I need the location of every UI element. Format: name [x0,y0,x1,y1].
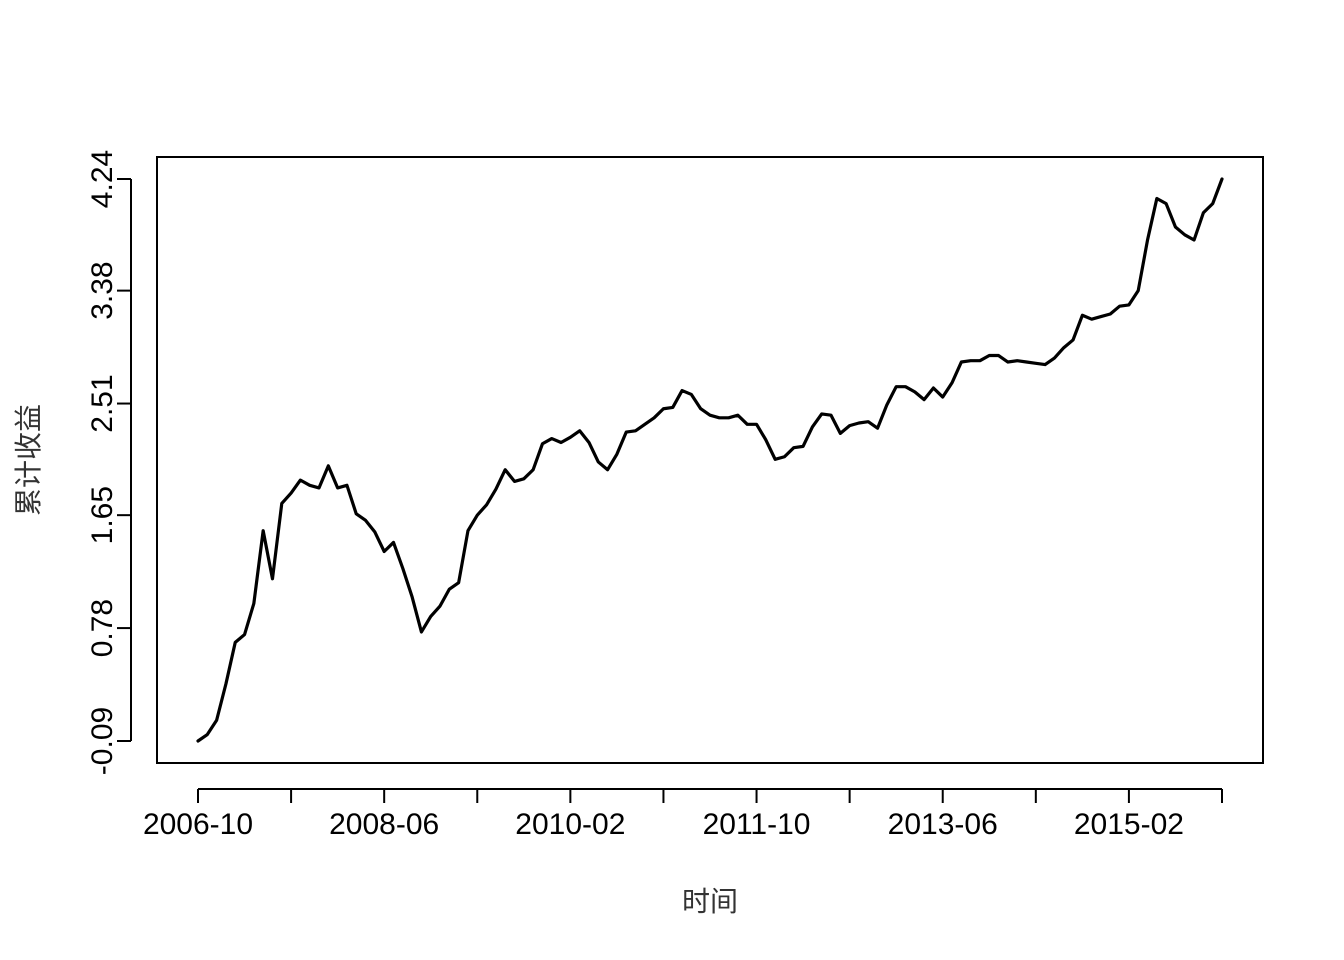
x-axis-title: 时间 [682,885,738,918]
y-tick-label: 3.38 [86,261,119,319]
y-tick-label: 0.78 [86,599,119,657]
y-tick-label: 1.65 [86,486,119,544]
x-axis: 2006-10 2008-06 2010-02 2011-10 2013-06 2015-… [143,788,1223,841]
x-tick-label: 2010-02 [515,808,625,841]
y-tick-label: 4.24 [86,150,119,208]
y-axis-title: 累计收益 [12,404,45,516]
plot-frame [156,156,1264,764]
series-line [196,177,1224,743]
x-tick-label: 2011-10 [703,808,811,841]
x-tick-label: 2006-10 [143,808,253,841]
y-axis: -0.09 0.78 1.65 2.51 3.38 4.24 [86,150,132,775]
x-tick-label: 2013-06 [888,808,998,841]
x-tick-label: 2015-02 [1074,808,1184,841]
y-tick-label: -0.09 [86,707,119,775]
x-tick-label: 2008-06 [329,808,439,841]
y-tick-label: 2.51 [86,374,119,432]
